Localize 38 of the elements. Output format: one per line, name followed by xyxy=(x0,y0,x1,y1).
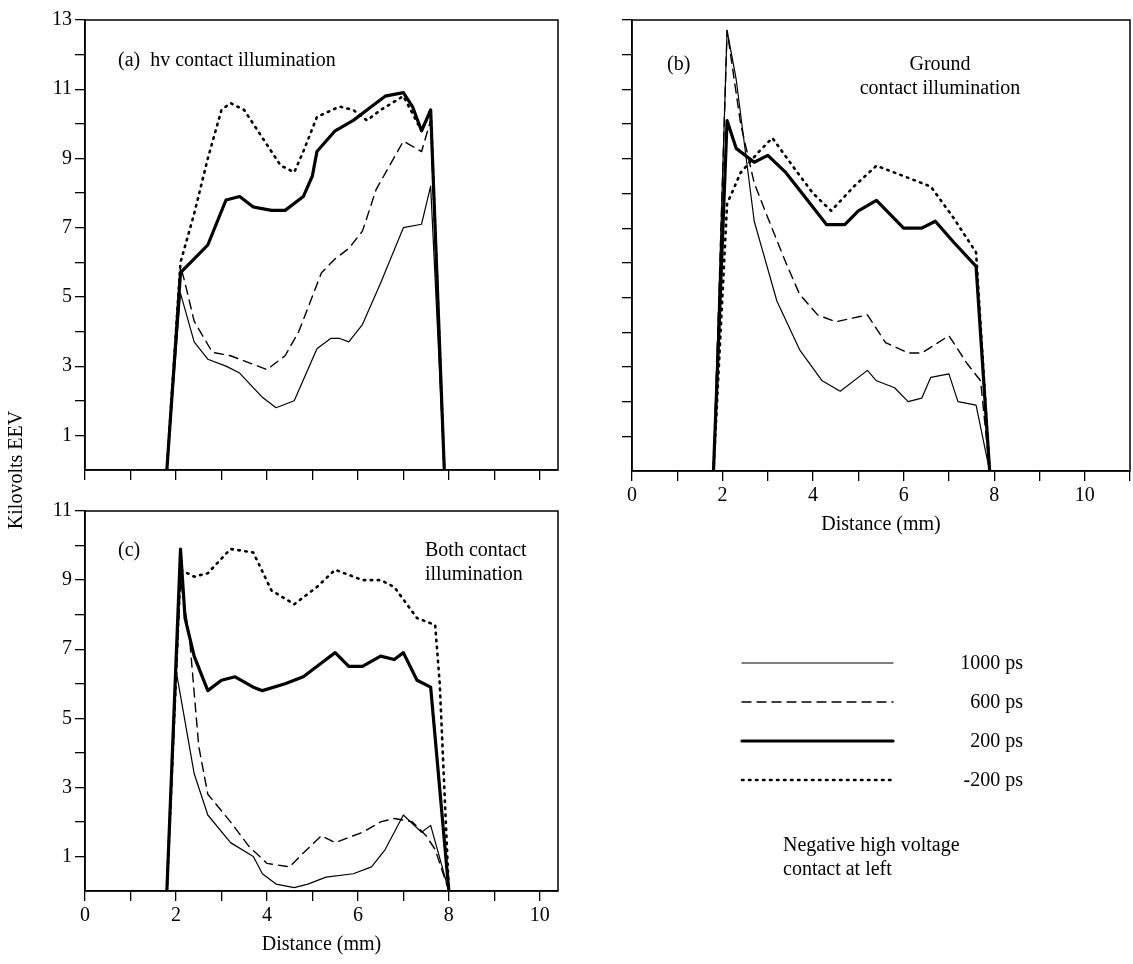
y-tick-label: 3 xyxy=(62,774,72,797)
x-tick-label: 8 xyxy=(989,483,1000,506)
x-tick-label: 4 xyxy=(808,483,819,506)
y-axis-title: Kilovolts EEV xyxy=(4,410,27,530)
annotation: (a) hv contact illumination xyxy=(118,47,336,71)
x-tick-label: 2 xyxy=(717,483,728,506)
x-tick-label: 6 xyxy=(898,483,909,506)
y-tick-label: 3 xyxy=(62,353,72,376)
y-tick-label: 1 xyxy=(62,422,72,445)
annotation: (c) xyxy=(118,537,141,561)
x-tick-label: 8 xyxy=(443,903,454,926)
x-tick-label: 6 xyxy=(352,903,363,926)
x-tick-label: 10 xyxy=(1074,483,1095,506)
text: 600 ps xyxy=(969,690,1023,713)
y-tick-label: 1 xyxy=(62,843,72,866)
y-tick-label: 7 xyxy=(62,636,72,659)
text: 1000 ps xyxy=(959,651,1023,674)
text: -200 ps xyxy=(962,768,1023,791)
y-tick-label: 5 xyxy=(62,284,72,307)
text: Negative high voltage contact at left xyxy=(783,832,960,880)
y-tick-label: 13 xyxy=(52,7,72,30)
y-tick-label: 7 xyxy=(62,214,72,237)
x-tick-label: 2 xyxy=(170,903,181,926)
annotation: Ground contact illumination xyxy=(858,51,1022,99)
x-tick-label: 0 xyxy=(627,483,637,506)
x-tick-label: 4 xyxy=(261,903,272,926)
y-tick-label: 9 xyxy=(62,567,72,590)
annotation: Both contact illumination xyxy=(425,537,527,585)
x-axis-title: Distance (mm) xyxy=(821,512,941,536)
x-tick-label: 10 xyxy=(529,903,550,926)
y-tick-label: 5 xyxy=(62,705,72,728)
y-tick-label: 11 xyxy=(52,76,72,99)
x-axis-title: Distance (mm) xyxy=(261,932,382,956)
y-tick-label: 11 xyxy=(52,498,72,521)
text: 200 ps xyxy=(969,729,1023,752)
y-tick-label: 9 xyxy=(62,145,72,168)
annotation: (b) xyxy=(667,51,691,75)
x-tick-label: 0 xyxy=(80,903,90,926)
